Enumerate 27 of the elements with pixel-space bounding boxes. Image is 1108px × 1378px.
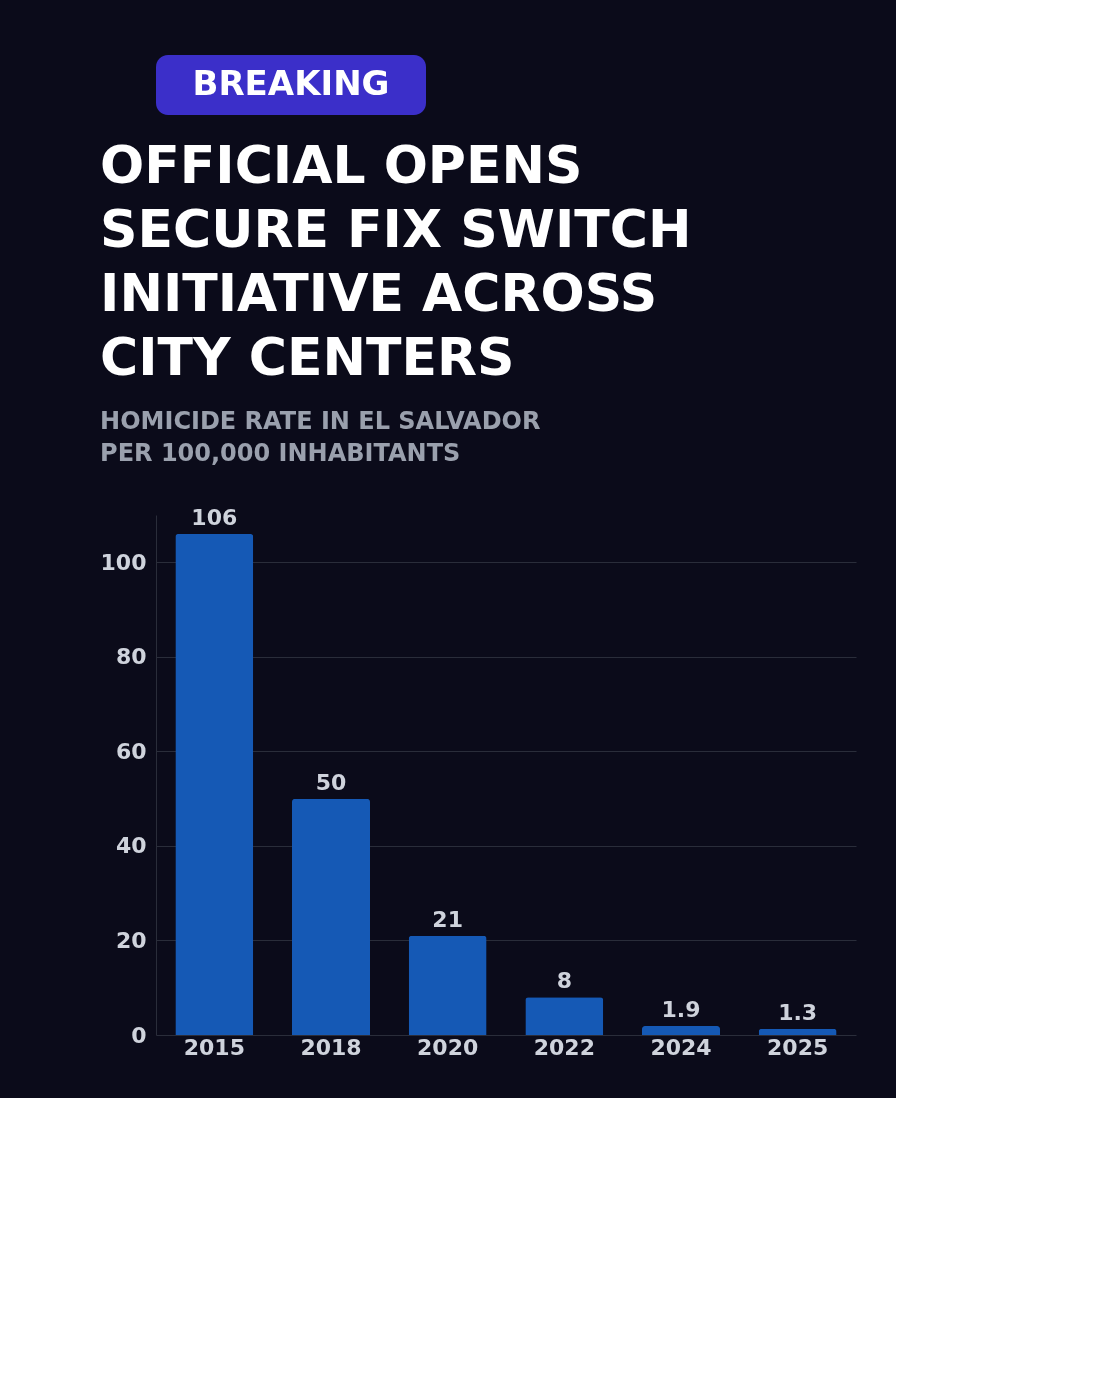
x-tick-label: 2022: [533, 1034, 595, 1060]
x-tick-label: 2024: [650, 1034, 712, 1060]
y-tick-label: 40: [115, 833, 147, 859]
y-tick-label: 100: [100, 549, 147, 575]
data-label: 106: [191, 504, 238, 530]
data-label: 1.3: [778, 999, 818, 1025]
chart-title: OFFICIAL OPENS SECURE FIX SWITCH INITIATIVE ACROSS CITY CENTERS: [100, 134, 692, 387]
data-label: 50: [315, 769, 347, 795]
bar: [175, 533, 254, 1035]
y-tick-label: 0: [131, 1022, 147, 1048]
bar: [758, 1028, 837, 1035]
x-tick-label: 2015: [183, 1034, 245, 1060]
bar: [642, 1026, 720, 1035]
x-tick-label: 2020: [417, 1034, 479, 1060]
y-tick-label: 80: [115, 644, 147, 670]
x-tick-label: 2025: [767, 1034, 829, 1060]
chart-subtitle: HOMICIDE RATE IN EL SALVADOR PER 100,000 INHABITANTS: [100, 406, 541, 467]
bar: [408, 935, 487, 1035]
data-label: 21: [432, 906, 463, 932]
data-label: 8: [556, 968, 572, 994]
y-tick-label: 60: [115, 738, 147, 764]
x-tick-label: 2018: [300, 1034, 362, 1060]
bar: [525, 997, 604, 1035]
bar: [292, 798, 370, 1035]
y-tick-label: 20: [115, 927, 147, 953]
data-label: 1.9: [661, 997, 701, 1023]
text: BREAKING: [192, 63, 390, 103]
